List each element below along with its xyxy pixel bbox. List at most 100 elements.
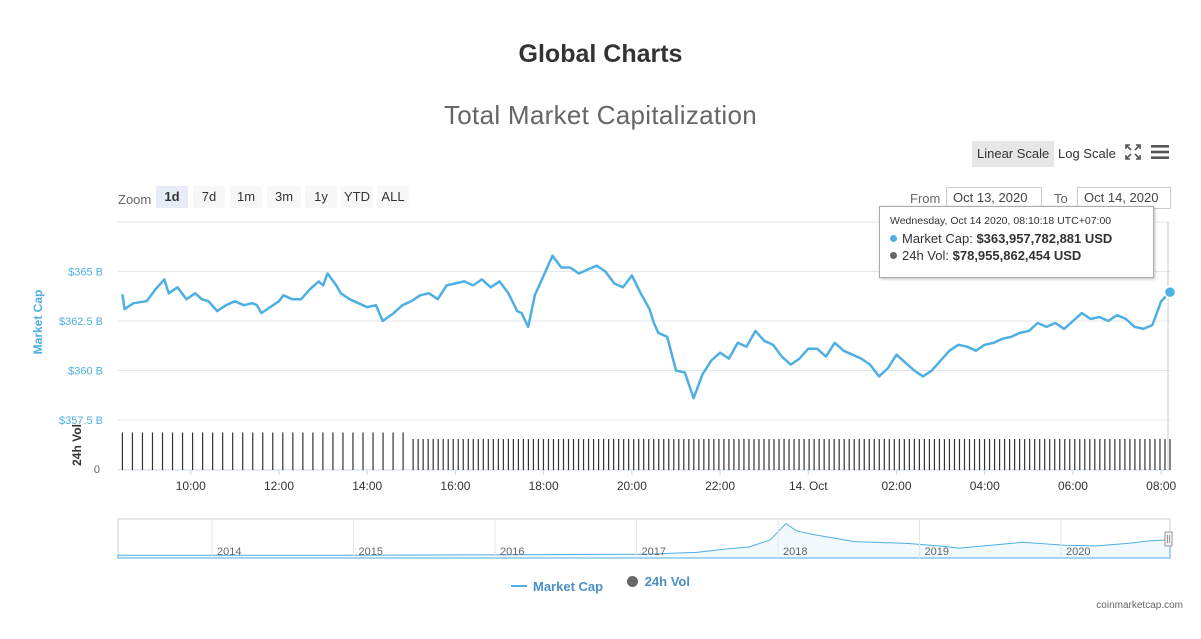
volume-bar (888, 439, 890, 470)
volume-bar (738, 439, 740, 470)
navigator-handle[interactable] (1164, 531, 1173, 547)
volume-bar (1009, 439, 1011, 470)
x-tick-label: 12:00 (264, 479, 294, 493)
zoom-button-all[interactable]: ALL (377, 186, 409, 208)
volume-bar (958, 439, 961, 470)
volume-bar (477, 439, 479, 470)
volume-bar (492, 439, 494, 470)
page-title: Global Charts (518, 40, 683, 68)
tooltip-market-cap-value: $363,957,782,881 USD (976, 231, 1113, 246)
volume-bar (447, 439, 449, 470)
volume-bar (1039, 439, 1041, 470)
legend-volume-label: 24h Vol (644, 574, 690, 589)
navigator-tick-label: 2014 (217, 546, 241, 558)
volume-bar (1169, 439, 1171, 470)
volume-bar (963, 439, 966, 470)
y-tick-label: $362.5 B (59, 316, 103, 328)
tooltip-vol-value: $78,955,862,454 USD (952, 248, 1082, 263)
volume-bar (903, 439, 905, 470)
volume-bar (943, 439, 946, 470)
volume-bar (1114, 439, 1116, 470)
x-tick-label: 16:00 (440, 479, 470, 493)
volume-bar (577, 439, 580, 470)
zoom-button-1y[interactable]: 1y (305, 186, 337, 208)
legend-volume[interactable]: 24h Vol (626, 574, 690, 589)
volume-bar (1024, 439, 1026, 470)
volume-bar (282, 432, 284, 470)
volume-bar (522, 439, 525, 470)
volume-bar (658, 439, 660, 470)
volume-bar (1019, 439, 1021, 470)
volume-bar (552, 439, 555, 470)
volume-bar (973, 439, 976, 470)
legend-market-cap-label: Market Cap (533, 578, 604, 594)
volume-bar (758, 439, 760, 470)
volume-bar (537, 439, 540, 470)
hover-point (1163, 285, 1177, 299)
volume-bar (898, 439, 900, 470)
volume-bar (1139, 439, 1141, 470)
market-cap-line (121, 254, 1171, 400)
volume-bar (863, 439, 865, 470)
market-cap-dot-icon (890, 235, 897, 242)
zoom-button-1m[interactable]: 1m (230, 186, 262, 208)
volume-bar (372, 432, 374, 470)
volume-bar (312, 432, 314, 470)
volume-bar (788, 439, 790, 470)
from-label: From (910, 191, 941, 206)
volume-bar (878, 439, 880, 470)
line-icon (511, 585, 527, 587)
to-label: To (1054, 191, 1068, 206)
volume-bar (993, 439, 996, 470)
volume-bar (653, 439, 655, 470)
x-tick-label: 06:00 (1058, 479, 1088, 493)
volume-bar (893, 439, 895, 470)
volume-bar (232, 432, 234, 470)
volume-bar (1044, 439, 1046, 470)
hamburger-menu-icon[interactable] (1150, 144, 1170, 160)
volume-bar (783, 439, 785, 470)
volume-bar (768, 439, 770, 470)
navigator-tick-label: 2016 (500, 546, 524, 558)
credits: coinmarketcap.com (1096, 600, 1183, 611)
volume-bar (512, 439, 514, 470)
legend-market-cap[interactable]: Market Cap (511, 579, 603, 594)
volume-bar (1029, 439, 1031, 470)
zoom-button-ytd[interactable]: YTD (341, 186, 373, 208)
zoom-button-3m[interactable]: 3m (267, 186, 301, 208)
volume-bar (628, 439, 630, 470)
log-scale-button[interactable]: Log Scale (1058, 146, 1116, 161)
navigator[interactable]: 2014 2015 2016 2017 2018 2019 2020 (117, 518, 1173, 559)
volume-bar (322, 432, 324, 470)
tooltip-market-cap-label: Market Cap: (902, 231, 973, 246)
volume-bar (953, 439, 956, 470)
volume-bar (212, 432, 214, 470)
volume-bar (613, 439, 615, 470)
volume-bar (948, 439, 951, 470)
x-tick-label: 22:00 (705, 479, 735, 493)
volume-bar (467, 439, 469, 470)
navigator-tick-label: 2020 (1066, 546, 1090, 558)
volume-bar (703, 439, 705, 470)
fullscreen-icon[interactable] (1124, 143, 1142, 161)
volume-bar (1164, 439, 1166, 470)
volume-bar (868, 439, 870, 470)
x-tick-label: 08:00 (1146, 479, 1176, 493)
chart-title: Total Market Capitalization (443, 100, 758, 130)
legend: Market Cap 24h Vol (0, 574, 1201, 594)
volume-bar (828, 439, 830, 470)
zoom-button-1d[interactable]: 1d (156, 186, 188, 208)
volume-bar (763, 439, 765, 470)
volume-bar (1154, 439, 1156, 470)
zoom-button-7d[interactable]: 7d (193, 186, 225, 208)
volume-bar (352, 432, 354, 470)
volume-bar (603, 439, 605, 470)
volume-bar (392, 432, 394, 470)
volume-bar (623, 439, 625, 470)
volume-bar (1064, 439, 1066, 470)
volume-bar (1119, 439, 1121, 470)
linear-scale-button[interactable]: Linear Scale (972, 141, 1055, 167)
x-axis-ticks: 10:00 12:00 14:00 16:00 18:00 20:00 22:00 14. O… (176, 470, 1177, 493)
volume-bar (452, 439, 454, 470)
